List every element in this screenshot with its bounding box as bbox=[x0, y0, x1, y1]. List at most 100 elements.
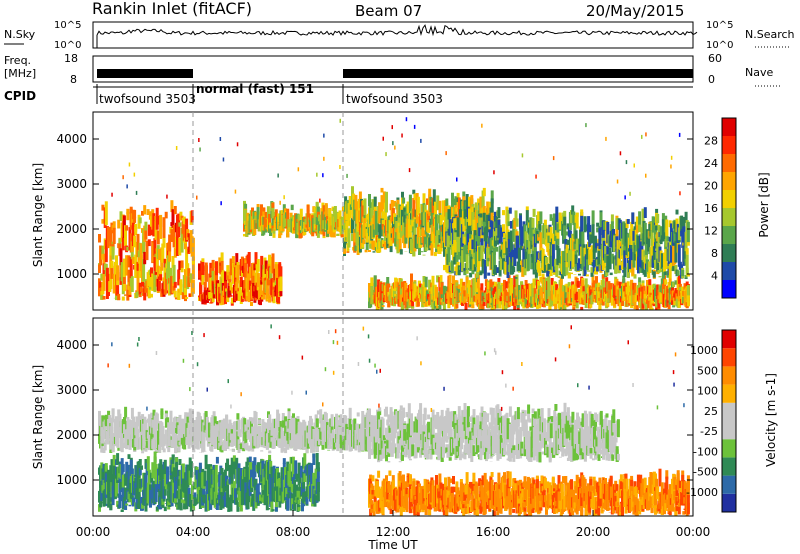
heatmap-cell bbox=[135, 421, 139, 437]
heatmap-cell bbox=[629, 302, 632, 304]
heatmap-cell bbox=[111, 439, 115, 452]
heatmap-cell bbox=[284, 447, 288, 454]
heatmap-cell bbox=[135, 487, 139, 499]
heatmap-cell bbox=[416, 207, 420, 212]
heatmap-cell bbox=[520, 226, 524, 251]
heatmap-cell bbox=[468, 208, 471, 226]
heatmap-cell bbox=[108, 226, 112, 232]
heatmap-cell bbox=[554, 236, 558, 241]
noise-trace bbox=[96, 24, 698, 48]
heatmap-cell bbox=[193, 445, 197, 449]
heatmap-cell bbox=[229, 295, 233, 297]
heatmap-cell bbox=[436, 275, 440, 283]
heatmap-cell bbox=[126, 211, 130, 221]
heatmap-cell bbox=[596, 227, 600, 233]
heatmap-cell bbox=[184, 412, 188, 434]
heatmap-cell bbox=[618, 265, 622, 271]
freq-right-tick-high: 60 bbox=[708, 52, 722, 65]
heatmap-cell bbox=[531, 227, 535, 245]
heatmap-cell bbox=[297, 214, 301, 227]
heatmap-cell bbox=[240, 270, 244, 277]
heatmap-cell bbox=[98, 234, 101, 243]
heatmap-cell bbox=[110, 417, 114, 441]
heatmap-cell bbox=[128, 419, 132, 437]
heatmap-cell bbox=[597, 282, 601, 305]
heatmap-cell bbox=[129, 488, 133, 499]
heatmap-cell bbox=[98, 264, 101, 273]
heatmap-cell bbox=[256, 273, 260, 287]
heatmap-cell bbox=[638, 277, 642, 286]
heatmap-cell bbox=[251, 207, 254, 215]
heatmap-cell bbox=[252, 443, 256, 449]
heatmap-cell bbox=[617, 257, 621, 271]
heatmap-cell bbox=[125, 225, 129, 231]
heatmap-cell bbox=[151, 462, 155, 479]
heatmap-cell bbox=[378, 241, 382, 253]
heatmap-cell bbox=[480, 308, 484, 310]
heatmap-cell bbox=[486, 214, 490, 233]
heatmap-cell bbox=[148, 211, 152, 220]
heatmap-cell bbox=[144, 449, 148, 452]
heatmap-cell bbox=[623, 250, 627, 270]
heatmap-speck bbox=[346, 173, 348, 178]
heatmap-cell bbox=[356, 412, 360, 417]
heatmap-cell bbox=[154, 221, 158, 240]
heatmap-cell bbox=[171, 256, 175, 268]
heatmap-cell bbox=[604, 253, 608, 263]
heatmap-cell bbox=[145, 240, 149, 261]
heatmap-cell bbox=[436, 306, 440, 311]
heatmap-speck bbox=[456, 177, 458, 182]
heatmap-cell bbox=[201, 505, 205, 508]
heatmap-cell bbox=[485, 226, 488, 242]
heatmap-cell bbox=[102, 274, 106, 291]
heatmap-cell bbox=[129, 459, 133, 476]
heatmap-cell bbox=[104, 201, 108, 226]
heatmap-cell bbox=[360, 432, 364, 443]
heatmap-cell bbox=[531, 253, 535, 263]
heatmap-cell bbox=[240, 256, 244, 267]
heatmap-cell bbox=[336, 233, 340, 236]
heatmap-cell bbox=[101, 245, 105, 255]
heatmap-cell bbox=[175, 463, 179, 486]
heatmap-cell bbox=[677, 274, 681, 285]
heatmap-cell bbox=[101, 204, 105, 211]
heatmap-cell bbox=[252, 262, 256, 284]
heatmap-cell bbox=[143, 205, 147, 215]
heatmap-cell bbox=[551, 233, 555, 245]
heatmap-cell bbox=[483, 259, 487, 279]
heatmap-cell bbox=[134, 438, 138, 447]
heatmap-cell bbox=[635, 225, 639, 233]
heatmap-cell bbox=[355, 423, 359, 437]
heatmap-cell bbox=[436, 195, 440, 211]
heatmap-cell bbox=[469, 238, 473, 251]
heatmap-cell bbox=[514, 210, 518, 221]
heatmap-cell bbox=[573, 305, 577, 307]
heatmap-cell bbox=[139, 254, 143, 272]
heatmap-cell bbox=[150, 293, 153, 298]
heatmap-cell bbox=[530, 240, 534, 249]
heatmap-cell bbox=[495, 221, 499, 238]
heatmap-cell bbox=[340, 234, 344, 238]
heatmap-cell bbox=[134, 227, 138, 232]
heatmap-cell bbox=[231, 262, 235, 284]
heatmap-cell bbox=[116, 500, 120, 507]
heatmap-cell bbox=[287, 411, 291, 419]
heatmap-cell bbox=[131, 256, 135, 265]
heatmap-cell bbox=[195, 470, 199, 480]
heatmap-cell bbox=[230, 429, 234, 434]
heatmap-cell bbox=[482, 221, 486, 233]
heatmap-cell bbox=[507, 221, 511, 226]
heatmap-cell bbox=[454, 228, 458, 233]
heatmap-cell bbox=[546, 240, 550, 248]
heatmap-cell bbox=[313, 207, 317, 213]
heatmap-cell bbox=[175, 457, 179, 467]
heatmap-cell bbox=[443, 264, 446, 271]
heatmap-cell bbox=[271, 202, 275, 208]
heatmap-cell bbox=[443, 243, 446, 257]
heatmap-cell bbox=[335, 413, 339, 422]
heatmap-cell bbox=[124, 487, 128, 500]
heatmap-cell bbox=[508, 301, 512, 306]
heatmap-cell bbox=[447, 303, 451, 309]
heatmap-cell bbox=[99, 281, 103, 288]
